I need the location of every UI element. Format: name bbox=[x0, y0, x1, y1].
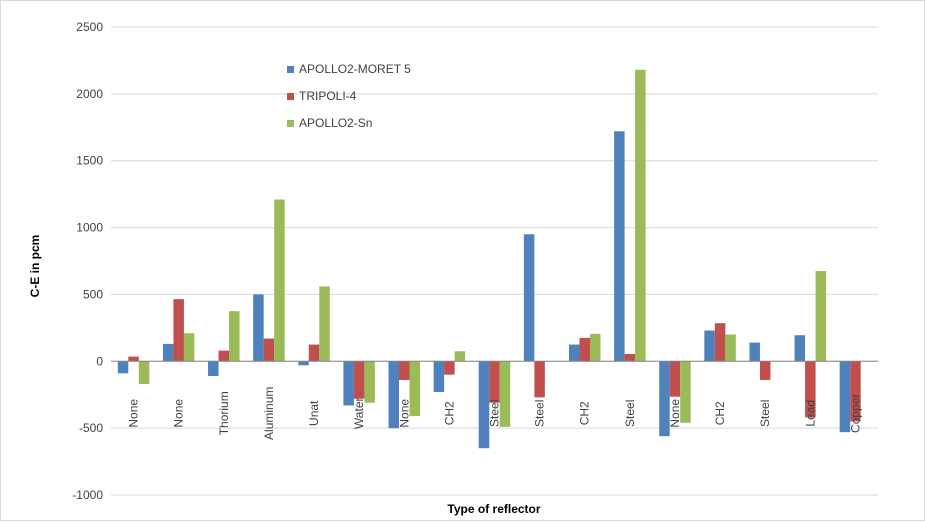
x-tick-label: CH2 bbox=[578, 401, 592, 425]
legend: APOLLO2-MORET 5 TRIPOLI-4 APOLLO2-Sn bbox=[287, 62, 411, 130]
x-tick-label: Thorium bbox=[217, 391, 231, 435]
legend-label: APOLLO2-MORET 5 bbox=[299, 62, 411, 76]
bar bbox=[263, 338, 275, 362]
x-tick-label: None bbox=[397, 399, 411, 428]
bar bbox=[478, 361, 490, 449]
bar bbox=[815, 271, 827, 362]
bar bbox=[388, 361, 400, 429]
x-tick-label: CH2 bbox=[713, 401, 727, 425]
x-tick-label: Steel bbox=[533, 400, 547, 427]
x-tick-label: Aluminum bbox=[262, 387, 276, 440]
y-axis-ticks: -1000 -500 0 500 1000 1500 2000 2500 bbox=[72, 20, 103, 502]
bar bbox=[659, 361, 670, 437]
bar bbox=[794, 335, 806, 362]
y-tick-label: 1000 bbox=[76, 221, 103, 235]
x-axis-ticks: None None Thorium Aluminum Unat Water None CH2 S… bbox=[127, 387, 863, 440]
bar bbox=[444, 361, 455, 375]
bar bbox=[489, 361, 500, 403]
legend-swatch bbox=[287, 93, 294, 100]
bar bbox=[117, 361, 129, 374]
bar bbox=[850, 361, 861, 422]
y-tick-label: -1000 bbox=[72, 488, 103, 502]
x-tick-label: Steel bbox=[623, 400, 637, 427]
bar bbox=[364, 361, 375, 403]
bar bbox=[725, 334, 736, 362]
bar bbox=[523, 234, 535, 362]
bar bbox=[680, 361, 691, 423]
bar bbox=[173, 299, 184, 362]
x-tick-label: Unat bbox=[307, 400, 321, 426]
x-tick-label: Copper bbox=[848, 394, 862, 433]
bar bbox=[669, 361, 681, 397]
bar bbox=[624, 353, 636, 362]
legend-swatch bbox=[287, 66, 294, 73]
bar bbox=[353, 361, 365, 399]
y-tick-label: 0 bbox=[96, 354, 103, 368]
y-tick-label: 500 bbox=[83, 287, 103, 301]
legend-label: TRIPOLI-4 bbox=[299, 89, 357, 103]
x-tick-label: None bbox=[172, 399, 186, 428]
x-tick-label: None bbox=[668, 399, 682, 428]
bar bbox=[433, 361, 445, 393]
bars bbox=[117, 69, 861, 449]
bar bbox=[274, 199, 285, 362]
bar bbox=[635, 69, 646, 362]
bar bbox=[253, 294, 264, 362]
bar bbox=[534, 361, 545, 398]
y-tick-label: 1500 bbox=[76, 154, 103, 168]
bar bbox=[839, 361, 851, 433]
bar bbox=[568, 344, 580, 362]
y-tick-label: -500 bbox=[79, 421, 103, 435]
bar bbox=[128, 356, 139, 362]
bar bbox=[499, 361, 511, 427]
x-axis-title: Type of reflector bbox=[447, 502, 540, 516]
bar bbox=[138, 361, 150, 385]
bar bbox=[579, 337, 590, 362]
y-tick-label: 2000 bbox=[76, 87, 103, 101]
x-tick-label: Water bbox=[352, 398, 366, 430]
bar bbox=[343, 361, 354, 406]
bar bbox=[162, 343, 174, 362]
bar bbox=[308, 344, 320, 362]
bar bbox=[805, 361, 816, 418]
bar bbox=[704, 330, 715, 362]
bar bbox=[759, 361, 771, 381]
bar bbox=[298, 361, 309, 366]
x-tick-label: Steel bbox=[758, 400, 772, 427]
x-tick-label: CH2 bbox=[442, 401, 456, 425]
x-tick-label: Lead bbox=[803, 400, 817, 427]
bar bbox=[749, 342, 760, 362]
bar bbox=[589, 333, 601, 362]
y-axis-title: C-E in pcm bbox=[28, 235, 42, 298]
bar bbox=[229, 311, 240, 362]
bar bbox=[409, 361, 421, 417]
bar bbox=[454, 351, 466, 362]
y-tick-label: 2500 bbox=[76, 20, 103, 34]
bar bbox=[183, 333, 195, 362]
bar bbox=[399, 361, 410, 381]
bar bbox=[714, 323, 726, 362]
legend-label: APOLLO2-Sn bbox=[299, 116, 372, 130]
bar bbox=[614, 131, 625, 362]
x-tick-label: Steel bbox=[488, 400, 502, 427]
x-tick-label: None bbox=[127, 399, 141, 428]
legend-swatch bbox=[287, 120, 294, 127]
bar bbox=[208, 361, 219, 376]
bar bbox=[319, 286, 330, 362]
bar bbox=[218, 350, 230, 362]
